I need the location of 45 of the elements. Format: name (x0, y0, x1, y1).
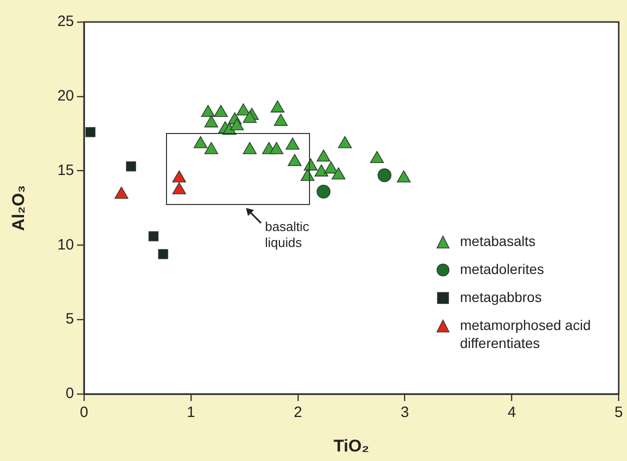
point (242, 142, 257, 154)
point (194, 136, 208, 148)
annotation: basaltic liquids (265, 219, 310, 251)
y-axis-title: Al₂O₃ (8, 185, 28, 231)
point (332, 167, 346, 180)
point (204, 142, 218, 154)
point (274, 114, 288, 126)
x-tick-label: 0 (80, 404, 88, 422)
y-tick-label: 0 (66, 385, 74, 402)
point (158, 249, 168, 260)
x-tick-label: 3 (400, 404, 409, 422)
x-tick-label: 4 (508, 404, 516, 422)
point (114, 186, 128, 199)
y-tick-label: 20 (57, 88, 74, 105)
point (338, 136, 352, 148)
x-tick-label: 2 (294, 404, 302, 422)
point (286, 138, 300, 150)
point (236, 103, 250, 116)
point (242, 110, 257, 123)
point (230, 118, 244, 130)
legend-label: metagabbros (460, 288, 542, 306)
point (148, 231, 159, 242)
point (214, 104, 228, 117)
point (288, 154, 302, 166)
point (396, 170, 411, 182)
y-tick-label: 5 (66, 310, 74, 328)
point (204, 115, 218, 128)
point (324, 161, 338, 174)
y-tick-label: 10 (57, 236, 74, 254)
x-tick-label: 5 (614, 404, 623, 422)
y-tick-label: 25 (57, 13, 74, 30)
x-axis-title: TiO₂ (334, 436, 370, 456)
point (270, 142, 284, 154)
point (314, 164, 328, 176)
point (172, 182, 186, 194)
point (316, 150, 330, 162)
point (172, 170, 186, 182)
legend-label: metamorphosed acid differentiates (460, 316, 592, 352)
legend-label: metabasalts (460, 232, 536, 250)
point (370, 150, 384, 164)
y-tick-label: 15 (57, 162, 74, 179)
point (270, 100, 284, 112)
legend-label: metadolerites (460, 260, 544, 278)
point (201, 104, 215, 117)
x-tick-label: 1 (186, 404, 196, 422)
